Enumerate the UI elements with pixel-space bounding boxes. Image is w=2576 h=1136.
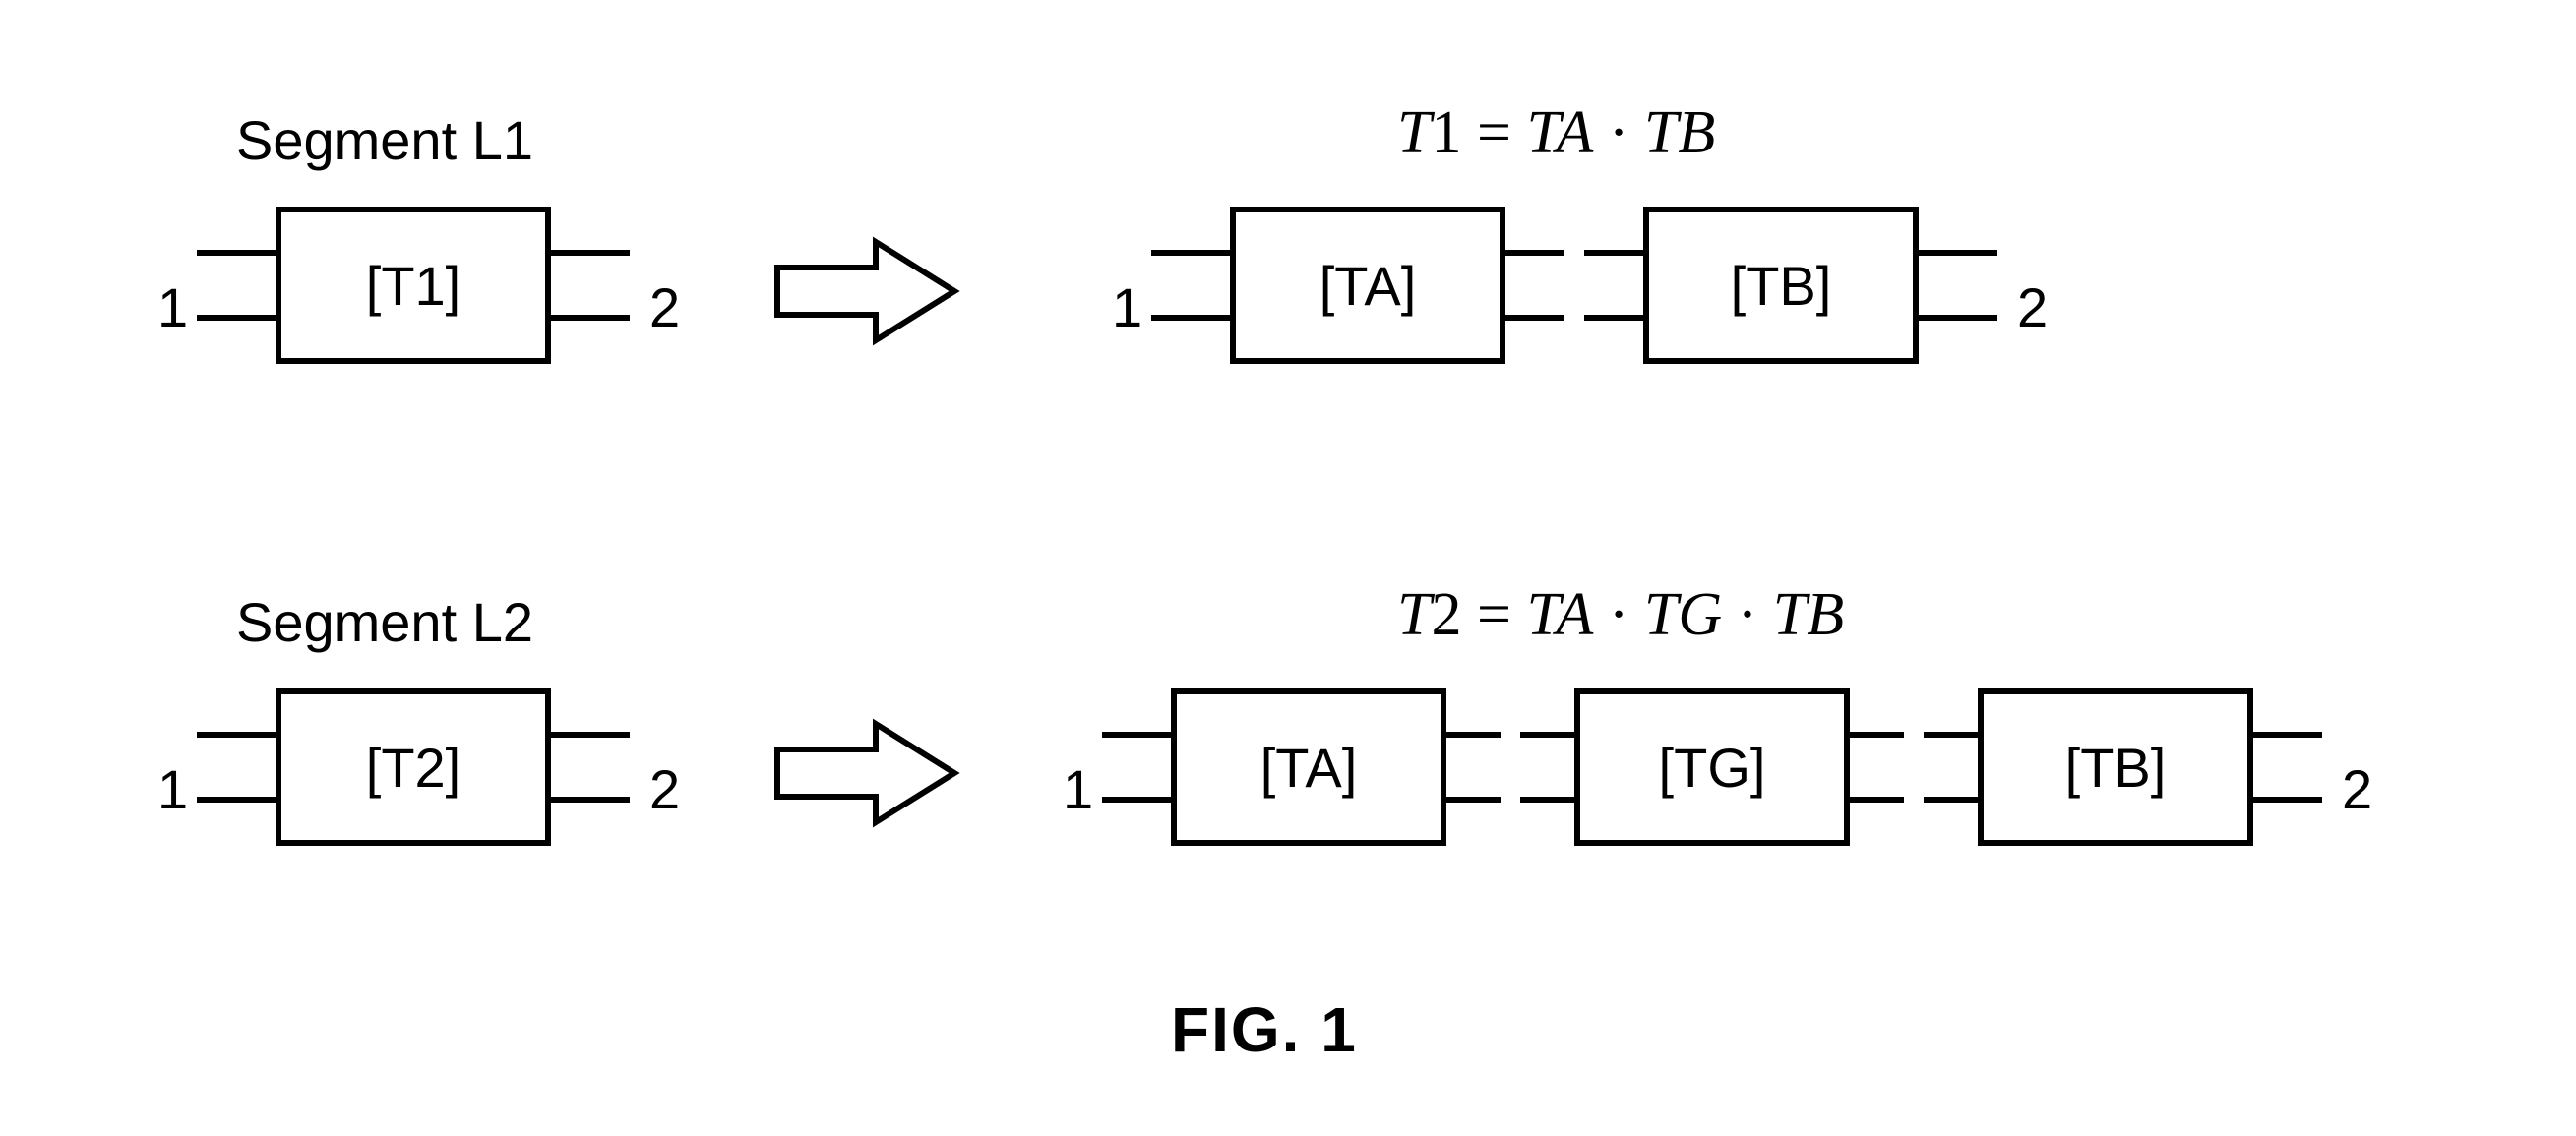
stub — [1102, 797, 1171, 803]
equation-t1: T1 = TA · TB — [1397, 98, 1715, 168]
stub — [551, 797, 630, 803]
row1-left-port2: 2 — [649, 275, 680, 339]
figure-label: FIG. 1 — [1171, 993, 1358, 1066]
stub — [1446, 797, 1501, 803]
stub — [551, 732, 630, 738]
stub — [1151, 315, 1230, 321]
stub — [1584, 315, 1643, 321]
stub — [2253, 732, 2322, 738]
stub — [1520, 797, 1574, 803]
row1-right-port1: 1 — [1112, 275, 1142, 339]
stub — [551, 250, 630, 256]
stub — [2253, 797, 2322, 803]
block-tb-row1: [TB] — [1643, 207, 1919, 364]
stub — [197, 250, 276, 256]
block-ta-row2: [TA] — [1171, 688, 1446, 846]
segment-l2-title: Segment L2 — [236, 590, 533, 654]
stub — [197, 732, 276, 738]
stub — [1505, 315, 1564, 321]
segment-l1-title: Segment L1 — [236, 108, 533, 172]
row2-right-port2: 2 — [2342, 757, 2372, 821]
row2-left-port1: 1 — [157, 757, 188, 821]
row2-right-port1: 1 — [1063, 757, 1093, 821]
stub — [1102, 732, 1171, 738]
stub — [1919, 250, 1997, 256]
stub — [1850, 797, 1904, 803]
row1-left-port1: 1 — [157, 275, 188, 339]
arrow-row2 — [767, 714, 964, 832]
equation-t2: T2 = TA · TG · TB — [1397, 580, 1844, 650]
row1-right-port2: 2 — [2017, 275, 2048, 339]
stub — [1924, 797, 1978, 803]
block-t1: [T1] — [276, 207, 551, 364]
block-t2: [T2] — [276, 688, 551, 846]
stub — [197, 315, 276, 321]
block-ta-row1: [TA] — [1230, 207, 1505, 364]
stub — [551, 315, 630, 321]
arrow-row1 — [767, 232, 964, 350]
block-tb-row2: [TB] — [1978, 688, 2253, 846]
stub — [1505, 250, 1564, 256]
stub — [1446, 732, 1501, 738]
stub — [197, 797, 276, 803]
block-tg-row2: [TG] — [1574, 688, 1850, 846]
stub — [1924, 732, 1978, 738]
stub — [1584, 250, 1643, 256]
stub — [1919, 315, 1997, 321]
stub — [1850, 732, 1904, 738]
stub — [1151, 250, 1230, 256]
diagram-canvas: Segment L1 1 [T1] 2 T1 = TA · TB 1 [TA] … — [0, 0, 2576, 1136]
row2-left-port2: 2 — [649, 757, 680, 821]
stub — [1520, 732, 1574, 738]
